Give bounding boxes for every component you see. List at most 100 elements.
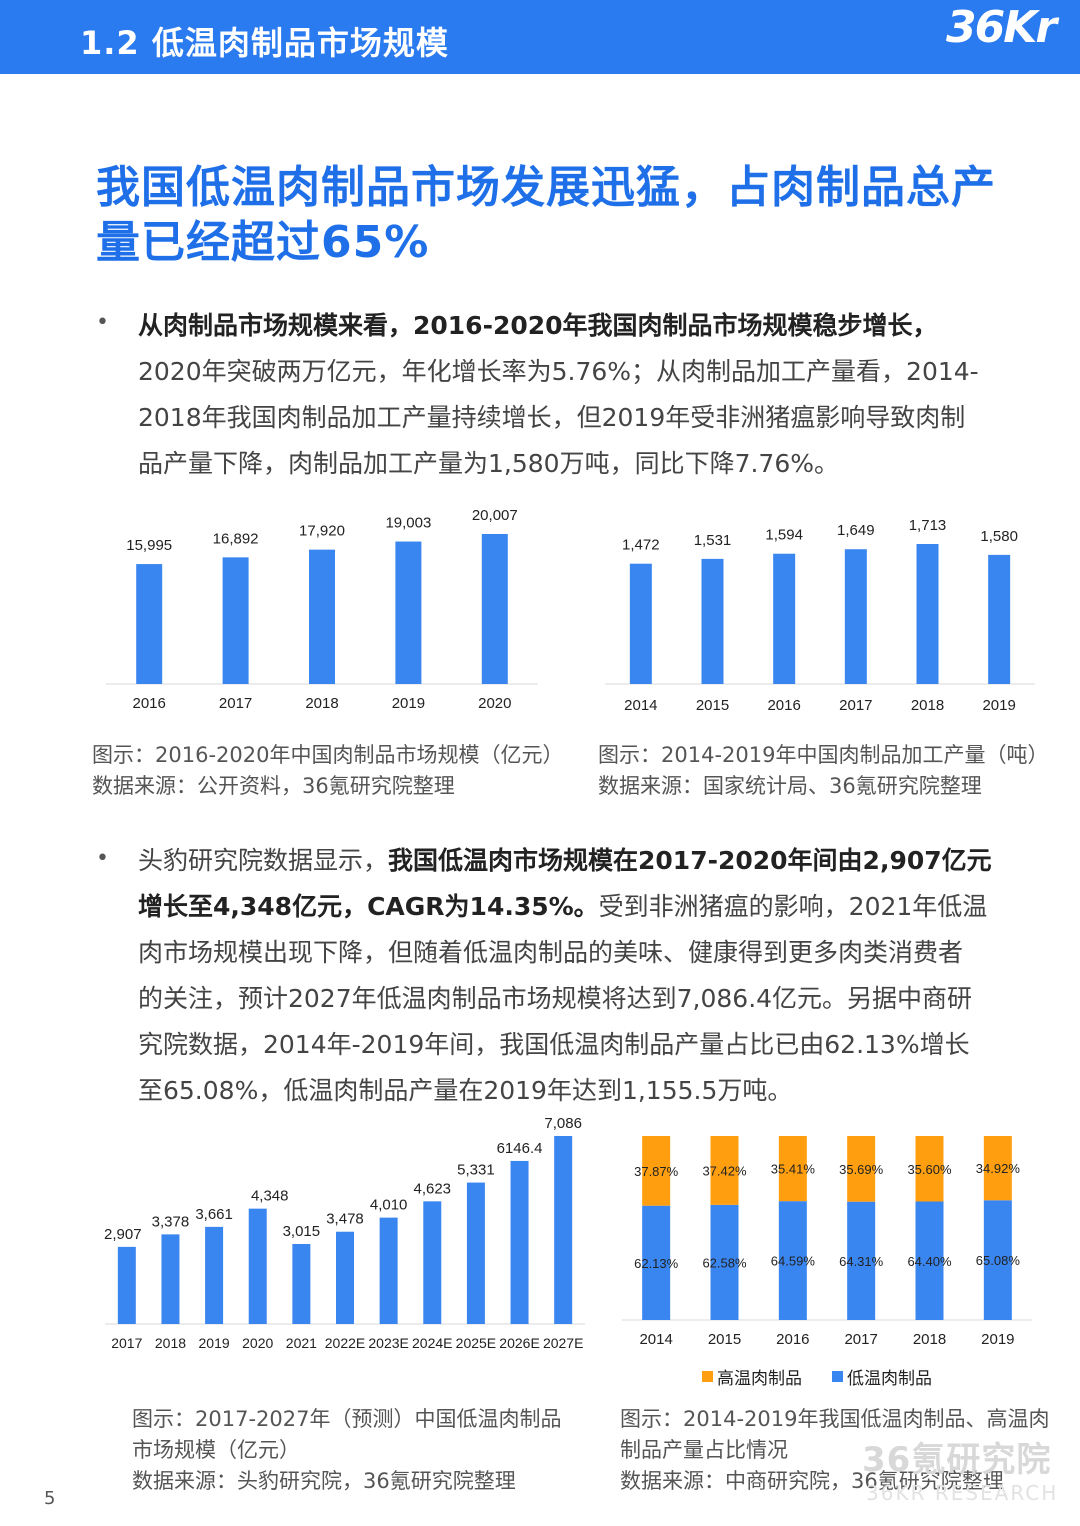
- data-label-high-2016: 35.41%: [771, 1162, 816, 1177]
- tick-label-2018: 2018: [155, 1335, 186, 1351]
- headline-line-2: 量已经超过65%: [96, 217, 430, 268]
- bar-low-2018: [915, 1201, 944, 1320]
- tick-label-2027E: 2027E: [543, 1335, 583, 1351]
- watermark-sub: 36KR RESEARCH: [866, 1481, 1059, 1505]
- para2-line-3: 肉市场规模出现下降，但随着低温肉制品的美味、健康得到更多肉类消费者: [138, 938, 964, 967]
- chart-4-svg: 62.13% 37.87% 2014 62.58% 37.42% 2015 64.59% 35…: [622, 1136, 1032, 1348]
- chart-meat-market-size: 15,995 2016 16,892 2017 17,920 2018 19,003 2019…: [96, 500, 556, 720]
- chart-low-temp-market-size: 2,907 2017 3,378 2018 3,661 2019 4,348 2020 3,01…: [100, 1100, 590, 1360]
- chart-meat-processing-output: 1,472 2014 1,531 2015 1,594 2016 1,649 2017 1,71…: [600, 508, 1040, 720]
- tick-label-2017: 2017: [839, 697, 872, 714]
- data-label-2020: 20,007: [472, 507, 518, 524]
- bar-2017: [844, 549, 867, 684]
- para2-line-6: 至65.08%，低温肉制品产量在2019年达到1,155.5万吨。: [138, 1076, 793, 1105]
- data-label-2018: 3,378: [152, 1213, 190, 1230]
- caption-1-source: 数据来源：公开资料，36氪研究院整理: [92, 774, 455, 798]
- caption-4-title-1: 图示：2014-2019年我国低温肉制品、高温肉: [620, 1407, 1050, 1431]
- caption-chart-3: 图示：2017-2027年（预测）中国低温肉制品 市场规模（亿元） 数据来源：头…: [132, 1404, 561, 1497]
- data-label-2026E: 6146.4: [497, 1140, 543, 1157]
- tick-label-2018: 2018: [913, 1331, 946, 1348]
- data-label-low-2015: 62.58%: [702, 1255, 747, 1270]
- data-label-2019: 3,661: [195, 1206, 233, 1223]
- para2-rest-2: 受到非洲猪瘟的影响，2021年低温: [598, 892, 988, 921]
- legend-swatch-low: [832, 1371, 843, 1382]
- tick-label-2020: 2020: [478, 695, 511, 712]
- data-label-2017: 16,892: [213, 530, 259, 547]
- bar-2014: [629, 563, 652, 684]
- tick-label-2016: 2016: [776, 1331, 809, 1348]
- para2-lead: 头豹研究院数据显示，: [138, 846, 389, 875]
- para2-bold-1: 我国低温肉市场规模在2017-2020年间由2,907亿元: [388, 846, 992, 875]
- para2-line-5: 究院数据，2014年-2019年间，我国低温肉制品产量占比已由62.13%增长: [138, 1030, 970, 1059]
- bar-2027E: [554, 1136, 573, 1324]
- tick-label-2017: 2017: [111, 1335, 142, 1351]
- bar-2022E: [336, 1231, 354, 1324]
- caption-2-title: 图示：2014-2019年中国肉制品加工产量（吨）: [598, 743, 1049, 767]
- data-label-high-2019: 34.92%: [976, 1161, 1021, 1176]
- tick-label-2019: 2019: [982, 697, 1015, 714]
- para1-line-3: 2018年我国肉制品加工产量持续增长，但2019年受非洲猪瘟影响导致肉制: [138, 403, 966, 432]
- bar-2019: [205, 1226, 224, 1324]
- para1-bold: 从肉制品市场规模来看，2016-2020年我国肉制品市场规模稳步增长，: [138, 311, 938, 340]
- page-headline: 我国低温肉制品市场发展迅猛，占肉制品总产 量已经超过65%: [96, 160, 996, 270]
- data-label-2018: 1,713: [909, 517, 947, 534]
- data-label-2023E: 4,010: [370, 1197, 408, 1214]
- tick-label-2020: 2020: [242, 1335, 273, 1351]
- bar-low-2014: [642, 1205, 671, 1320]
- bar-2017: [222, 557, 249, 684]
- bar-high-2016: [778, 1136, 807, 1202]
- legend-item-low: 低温肉制品: [832, 1364, 932, 1389]
- bar-2024E: [423, 1201, 442, 1324]
- bar-low-2015: [710, 1204, 739, 1320]
- bar-2025E: [466, 1182, 485, 1324]
- data-label-high-2014: 37.87%: [634, 1164, 679, 1179]
- bar-2018: [916, 544, 939, 684]
- data-label-2017: 2,907: [104, 1226, 142, 1243]
- bar-low-2017: [847, 1201, 876, 1320]
- bar-2015: [701, 558, 724, 684]
- data-label-low-2014: 62.13%: [634, 1256, 679, 1271]
- caption-4-title-2: 制品产量占比情况: [620, 1438, 788, 1462]
- tick-label-2019: 2019: [981, 1331, 1014, 1348]
- bullet-2: •: [96, 846, 109, 871]
- tick-label-2017: 2017: [844, 1331, 877, 1348]
- data-label-2021: 3,015: [283, 1223, 321, 1240]
- bar-2020: [248, 1208, 267, 1324]
- bar-high-2015: [710, 1136, 739, 1205]
- data-label-2016: 1,594: [765, 527, 803, 544]
- bar-2019: [395, 541, 422, 684]
- data-label-2018: 17,920: [299, 523, 345, 540]
- logo: 36Kr: [946, 2, 1057, 53]
- bar-high-2018: [915, 1136, 944, 1202]
- data-label-2015: 1,531: [694, 532, 732, 549]
- caption-3-title-2: 市场规模（亿元）: [132, 1438, 300, 1462]
- bar-high-2019: [983, 1136, 1012, 1201]
- data-label-high-2015: 37.42%: [702, 1163, 747, 1178]
- tick-label-2019: 2019: [199, 1335, 230, 1351]
- tick-label-2021: 2021: [286, 1335, 317, 1351]
- bar-2016: [136, 564, 163, 684]
- chart-3-svg: 2,907 2017 3,378 2018 3,661 2019 4,348 2020 3,01…: [104, 1115, 585, 1351]
- header-bar: 1.2 低温肉制品市场规模 36Kr: [0, 0, 1080, 74]
- data-label-2019: 1,580: [980, 528, 1018, 545]
- data-label-high-2017: 35.69%: [839, 1162, 884, 1177]
- data-label-2022E: 3,478: [326, 1211, 364, 1228]
- watermark: 36氪研究院: [862, 1440, 1052, 1480]
- tick-label-2015: 2015: [696, 697, 729, 714]
- tick-label-2018: 2018: [911, 697, 944, 714]
- caption-2-source: 数据来源：国家统计局、36氪研究院整理: [598, 774, 982, 798]
- tick-label-2026E: 2026E: [499, 1335, 539, 1351]
- section-title: 1.2 低温肉制品市场规模: [80, 24, 449, 62]
- tick-label-2017: 2017: [219, 695, 252, 712]
- bullet-1: •: [96, 310, 109, 335]
- bar-2018: [309, 549, 335, 684]
- bar-high-2017: [847, 1136, 876, 1202]
- tick-label-2019: 2019: [392, 695, 425, 712]
- caption-chart-2: 图示：2014-2019年中国肉制品加工产量（吨） 数据来源：国家统计局、36氪…: [598, 740, 1048, 802]
- tick-label-2025E: 2025E: [456, 1335, 496, 1351]
- data-label-low-2019: 65.08%: [976, 1253, 1021, 1268]
- headline-line-1: 我国低温肉制品市场发展迅猛，占肉制品总产: [96, 162, 996, 213]
- data-label-low-2018: 64.40%: [907, 1254, 952, 1269]
- caption-chart-4: 图示：2014-2019年我国低温肉制品、高温肉 制品产量占比情况 数据来源：中…: [620, 1404, 1049, 1497]
- page-number: 5: [44, 1488, 56, 1509]
